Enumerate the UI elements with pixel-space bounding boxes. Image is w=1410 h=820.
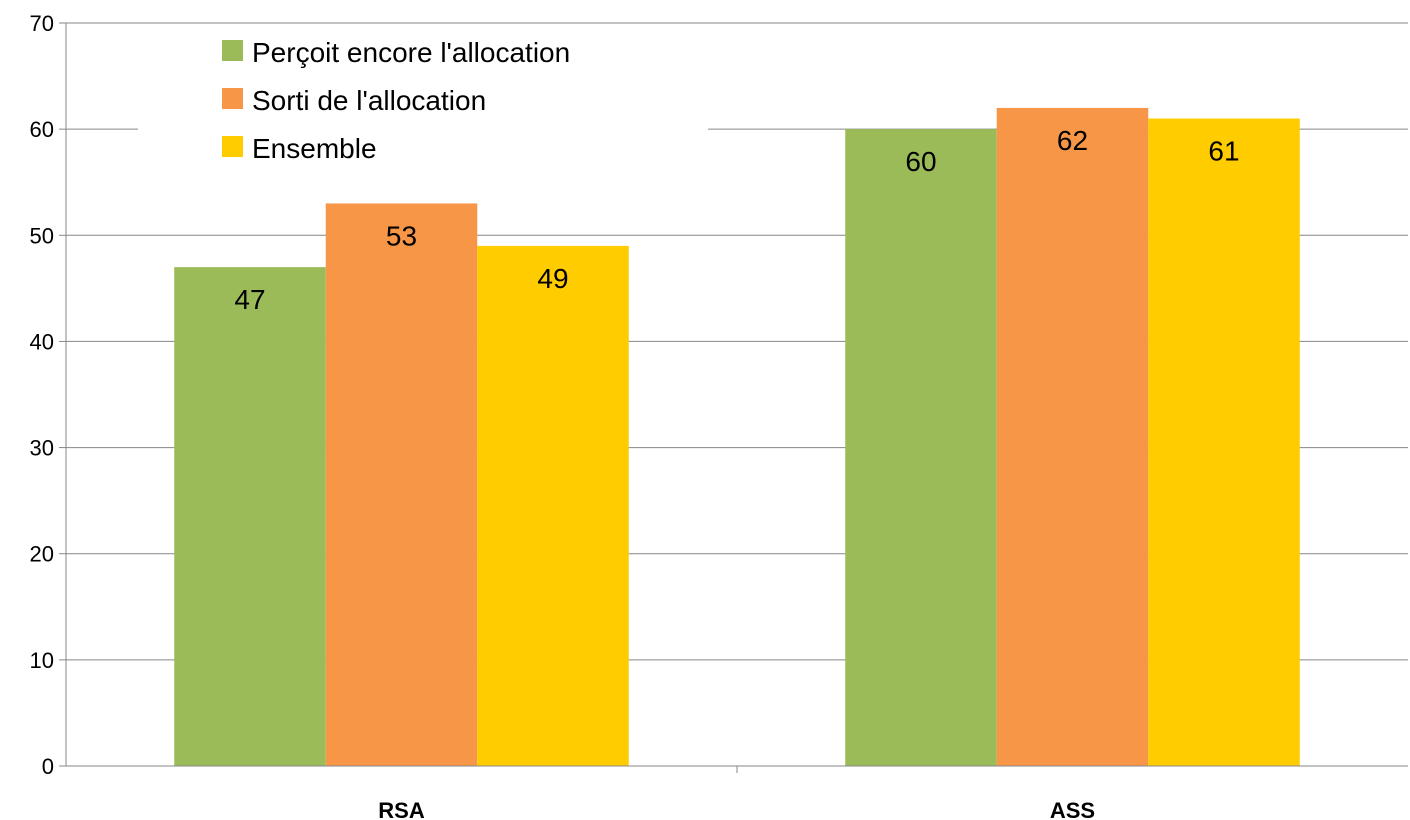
category-label-ass: ASS — [1050, 798, 1095, 820]
bar-ass-series-0 — [845, 129, 997, 767]
y-tick-label: 10 — [30, 648, 54, 673]
bar-rsa-series-0 — [174, 267, 326, 766]
legend-label-series-1: Sorti de l'allocation — [252, 85, 486, 116]
data-labels: 47 53 49 60 62 61 — [234, 125, 1239, 315]
legend-swatch-series-1 — [222, 88, 243, 109]
legend-label-series-0: Perçoit encore l'allocation — [252, 37, 570, 68]
bar-rsa-series-1 — [325, 203, 478, 766]
bar-ass-series-1 — [996, 107, 1149, 766]
legend: Perçoit encore l'allocation Sorti de l'al… — [138, 32, 708, 177]
y-tick-label: 50 — [30, 223, 54, 248]
legend-swatch-series-0 — [222, 40, 243, 61]
y-tick-label: 30 — [30, 436, 54, 461]
category-label-rsa: RSA — [378, 798, 425, 820]
y-tick-label: 20 — [30, 542, 54, 567]
bars — [174, 107, 1300, 767]
data-label-ass-series-2: 61 — [1208, 136, 1239, 167]
data-label-rsa-series-1: 53 — [386, 220, 417, 251]
data-label-rsa-series-2: 49 — [537, 263, 568, 294]
legend-swatch-series-2 — [222, 136, 243, 157]
data-label-ass-series-0: 60 — [905, 146, 936, 177]
bar-ass-series-2 — [1148, 118, 1300, 767]
axes: 0 10 20 30 40 50 60 70 RSA ASS — [30, 11, 1408, 820]
y-tick-label: 60 — [30, 117, 54, 142]
legend-label-series-2: Ensemble — [252, 133, 377, 164]
y-tick-label: 40 — [30, 329, 54, 354]
data-label-ass-series-1: 62 — [1057, 125, 1088, 156]
y-tick-label: 70 — [30, 11, 54, 36]
data-label-rsa-series-0: 47 — [234, 284, 265, 315]
y-tick-label: 0 — [42, 754, 54, 779]
bar-rsa-series-2 — [477, 245, 629, 766]
